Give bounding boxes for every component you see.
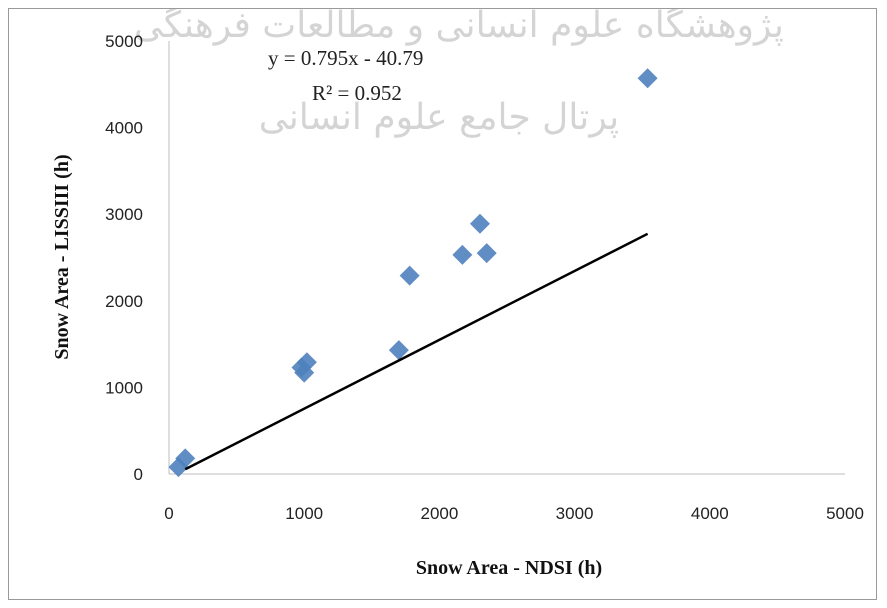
data-point bbox=[294, 362, 315, 383]
data-point bbox=[388, 340, 409, 361]
x-tick-label: 1000 bbox=[285, 504, 323, 523]
x-tick-label: 2000 bbox=[420, 504, 458, 523]
scatter-chart: پژوهشگاه علوم انسانی و مطالعات فرهنگی پر… bbox=[51, 4, 864, 579]
data-points bbox=[168, 68, 658, 478]
trendline-equation: y = 0.795x - 40.79 bbox=[268, 46, 423, 70]
x-axis-label: Snow Area - NDSI (h) bbox=[416, 557, 602, 579]
y-tick-label: 0 bbox=[134, 465, 143, 484]
y-tick-label: 5000 bbox=[105, 32, 143, 51]
data-point bbox=[399, 265, 420, 286]
watermark-line-2: پرتال جامع علوم انسانی bbox=[259, 97, 619, 138]
x-tick-labels: 0 1000 2000 3000 4000 5000 bbox=[164, 504, 864, 523]
x-tick-label: 3000 bbox=[556, 504, 594, 523]
x-tick-label: 5000 bbox=[826, 504, 864, 523]
watermark-line-1: پژوهشگاه علوم انسانی و مطالعات فرهنگی bbox=[134, 9, 784, 46]
y-tick-label: 2000 bbox=[105, 292, 143, 311]
data-point bbox=[637, 68, 658, 89]
x-tick-label: 0 bbox=[164, 504, 173, 523]
y-axis-label: Snow Area - LISSIII (h) bbox=[51, 154, 73, 359]
data-point bbox=[452, 244, 473, 265]
data-point bbox=[175, 448, 196, 469]
x-tick-label: 4000 bbox=[691, 504, 729, 523]
data-point bbox=[469, 213, 490, 234]
y-tick-labels: 0 1000 2000 3000 4000 5000 bbox=[105, 32, 143, 484]
y-tick-label: 1000 bbox=[105, 378, 143, 397]
data-point bbox=[476, 243, 497, 264]
y-tick-label: 4000 bbox=[105, 119, 143, 138]
y-tick-label: 3000 bbox=[105, 205, 143, 224]
watermark: پژوهشگاه علوم انسانی و مطالعات فرهنگی پر… bbox=[134, 4, 784, 138]
trendline bbox=[184, 232, 649, 471]
chart-frame: پژوهشگاه علوم انسانی و مطالعات فرهنگی پر… bbox=[8, 4, 877, 600]
r-squared-label: R² = 0.952 bbox=[312, 81, 402, 105]
